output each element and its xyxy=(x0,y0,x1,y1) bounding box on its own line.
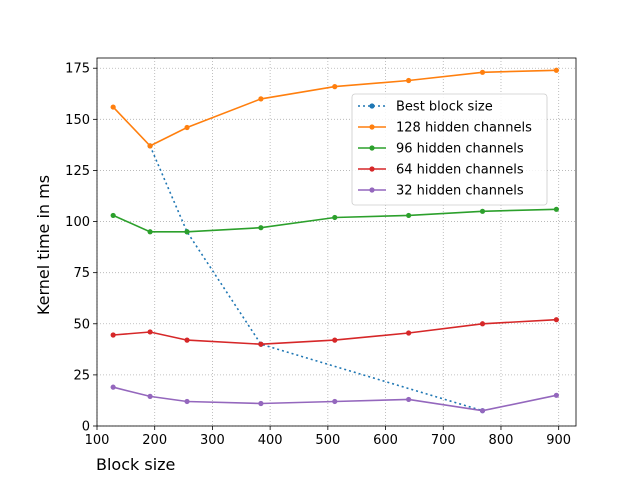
data-point xyxy=(553,317,559,323)
axes: 100 200 300 400 500 600 700 800 900 0 25 50 75 100 125… xyxy=(65,57,577,448)
data-point xyxy=(258,400,264,407)
data-point xyxy=(258,225,264,231)
x-tick-label: 700 xyxy=(431,433,456,448)
series-32-hidden-channels xyxy=(110,384,559,414)
y-tick-label: 75 xyxy=(73,266,90,281)
legend-item: 64 hidden channels xyxy=(358,163,524,178)
data-point xyxy=(110,212,116,219)
data-point xyxy=(406,77,412,84)
data-point xyxy=(332,214,338,221)
y-tick-label: 125 xyxy=(65,164,90,179)
x-tick-label: 100 xyxy=(85,433,110,448)
legend-label: 64 hidden channels xyxy=(396,163,524,178)
data-point xyxy=(147,393,153,399)
data-point xyxy=(184,337,190,343)
data-point xyxy=(258,341,264,347)
data-point xyxy=(184,124,190,131)
data-point xyxy=(110,104,116,110)
series-line xyxy=(113,318,557,346)
data-point xyxy=(553,206,559,212)
x-tick-label: 400 xyxy=(258,433,283,448)
data-point xyxy=(184,229,190,235)
data-point xyxy=(479,408,486,414)
x-tick-label: 600 xyxy=(373,433,398,448)
x-tick-label: 300 xyxy=(200,433,225,448)
legend-box xyxy=(351,93,548,206)
x-axis-label: Block size xyxy=(96,455,175,474)
legend-label: 96 hidden channels xyxy=(396,142,524,157)
legend-marker xyxy=(369,145,375,151)
legend: Best block size 128 hidden channels 96 hid… xyxy=(351,93,548,206)
legend-label: 128 hidden channels xyxy=(396,121,532,136)
data-point xyxy=(553,67,559,73)
y-tick-label: 150 xyxy=(65,113,90,128)
y-tick-label: 25 xyxy=(73,368,90,383)
data-point xyxy=(553,392,559,398)
series-64-hidden-channels xyxy=(110,317,559,347)
y-tick-label: 100 xyxy=(65,215,90,230)
legend-marker xyxy=(369,187,375,193)
data-point xyxy=(147,329,153,335)
series-128-hidden-channels xyxy=(110,67,559,149)
data-point xyxy=(258,96,264,102)
series-line xyxy=(149,145,483,412)
legend-item: 128 hidden channels xyxy=(358,121,532,136)
series-line xyxy=(112,208,557,233)
series-line xyxy=(113,386,557,412)
series-96-hidden-channels xyxy=(110,206,559,235)
legend-item: 96 hidden channels xyxy=(358,142,524,157)
data-point xyxy=(147,229,153,235)
data-point xyxy=(406,212,412,219)
plot-frame xyxy=(96,57,577,427)
data-point xyxy=(479,69,486,75)
data-point xyxy=(479,321,486,327)
data-point xyxy=(147,143,153,149)
x-tick-label: 900 xyxy=(546,433,571,448)
data-point xyxy=(110,332,116,338)
legend-label: 32 hidden channels xyxy=(396,184,524,199)
data-point xyxy=(184,398,190,405)
y-tick-label: 50 xyxy=(73,317,90,332)
legend-marker xyxy=(369,124,375,130)
y-tick-label: 175 xyxy=(65,62,90,77)
series-line xyxy=(112,69,557,147)
legend-marker xyxy=(369,103,375,109)
data-point xyxy=(332,337,338,343)
legend-marker xyxy=(369,166,375,172)
x-tick-label: 200 xyxy=(142,433,167,448)
x-tick-label: 500 xyxy=(315,433,340,448)
x-tick-label: 800 xyxy=(489,433,514,448)
data-point xyxy=(110,384,116,390)
data-point xyxy=(406,396,412,403)
legend-item: 32 hidden channels xyxy=(358,184,524,199)
y-axis-label: Kernel time in ms xyxy=(34,175,53,315)
data-point xyxy=(332,398,338,405)
series-lines xyxy=(110,67,559,414)
legend-label: Best block size xyxy=(396,100,493,115)
data-point xyxy=(332,84,338,90)
data-point xyxy=(406,330,412,336)
legend-item: Best block size xyxy=(358,100,493,115)
data-point xyxy=(479,208,486,214)
y-tick-label: 0 xyxy=(82,420,90,435)
